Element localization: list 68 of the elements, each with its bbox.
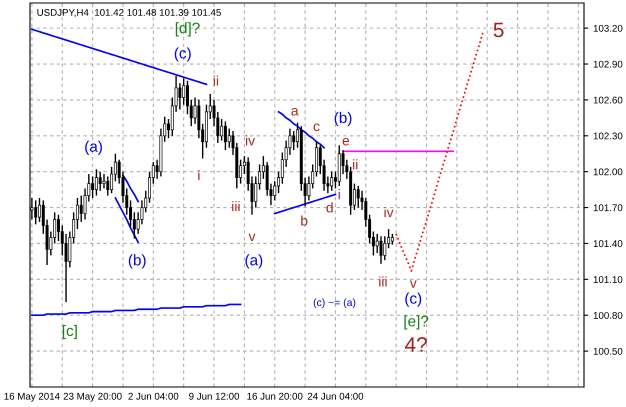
candlestick [330,170,334,192]
annotation: v [248,234,256,242]
candlestick [376,233,379,254]
annotation: 5 [494,22,504,38]
candlestick [182,78,186,106]
annotation: iii [379,276,387,287]
annotation: ii [353,159,358,170]
annotation: a [291,108,299,116]
candlestick [390,233,394,246]
x-tick-label: 16 Jun 20:00 [247,392,302,400]
y-tick-label: 100.50 [594,348,622,355]
annotation: b [301,215,308,226]
y-tick-label: 101.40 [594,240,622,248]
annotation: iv [246,135,256,146]
annotation: i [198,170,200,180]
x-tick-label: 24 Jun 04:00 [308,392,364,400]
annotation: [d]? [176,22,200,36]
candlestick [98,170,102,192]
annotation: c [314,124,320,132]
candlestick [356,185,360,208]
annotation: (c) ~= (a) [314,298,356,308]
y-tick-label: 102.90 [594,60,622,68]
candlestick [380,236,382,264]
candlestick [106,176,110,196]
candlestick [228,128,231,148]
y-tick-label: 102.30 [594,132,622,140]
y-tick-label: 102.60 [594,96,622,104]
candlestick [224,120,227,151]
annotation: (c) [405,292,422,307]
candlestick [91,176,94,199]
annotation: d [326,202,333,212]
candlestick [178,82,182,110]
annotation: iii [232,201,240,212]
line-series [31,304,242,316]
annotation: [c] [62,324,77,340]
candlestick [292,130,296,151]
y-tick-label: 102.00 [594,168,622,176]
line-series [395,30,484,272]
annotation: v [410,280,417,288]
annotation: (a) [245,254,262,269]
y-tick-label: 100.80 [594,312,622,319]
candlestick [80,194,83,223]
x-tick-label: 9 Jun 12:00 [189,392,240,400]
annotation: i [338,189,340,200]
annotation: (b) [128,254,146,269]
annotation: (a) [85,140,102,155]
y-tick-label: 103.20 [594,24,622,32]
y-tick-label: 101.10 [594,276,622,283]
candlestick [220,118,224,142]
annotation: (c) [174,47,191,62]
candlestick [102,173,106,190]
text: USDJPY,H4 101.42 101.48 101.39 101.45 [37,9,221,18]
annotation: iv [384,207,394,218]
line-series [114,197,139,244]
candlestick [34,200,38,226]
line-series [274,194,336,214]
annotation: ii [214,75,218,86]
candlestick [38,197,41,223]
x-tick-label: 23 May 20:00 [64,392,122,402]
y-tick-label: 101.70 [594,204,622,212]
annotation: [e]? [404,315,428,330]
candlestick [94,168,98,196]
x-tick-label: 16 May 2014 [4,392,60,402]
x-tick-label: 2 Jun 04:00 [128,392,178,400]
line-series [122,174,139,202]
annotation: (b) [334,112,352,126]
annotation: 4? [404,337,427,352]
annotation: e [342,138,350,146]
